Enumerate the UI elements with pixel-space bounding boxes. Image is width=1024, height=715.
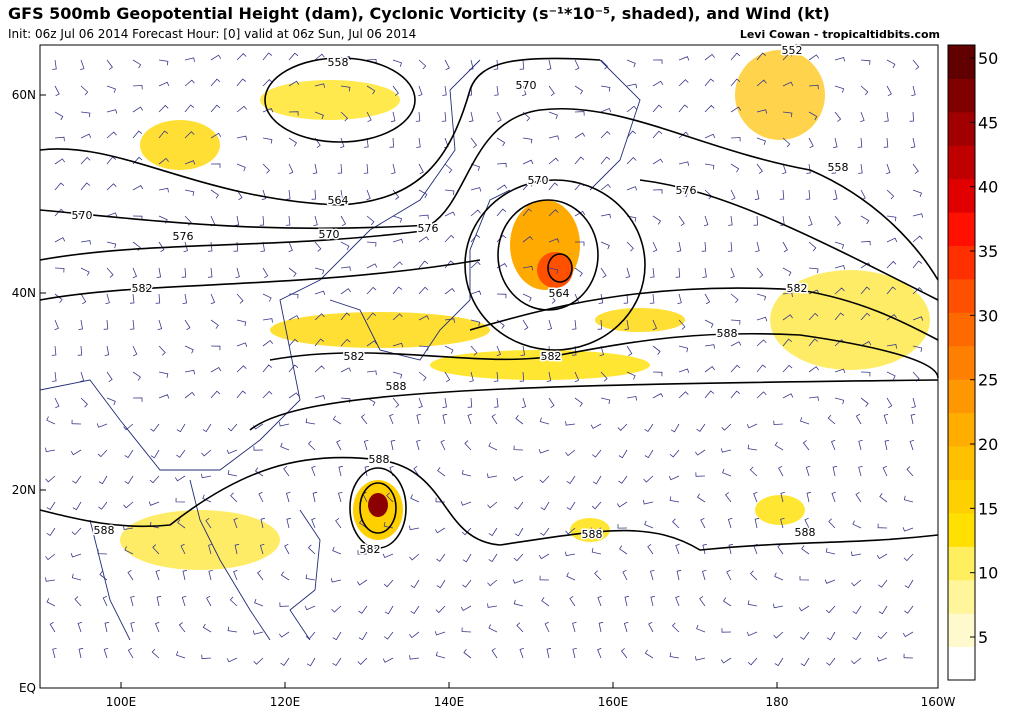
contour-label: 570: [319, 228, 340, 241]
colorbar-swatch: [948, 178, 975, 213]
colorbar-label: 45: [978, 113, 998, 132]
lon-label: 160E: [598, 695, 629, 709]
contour-label: 564: [549, 287, 570, 300]
colorbar-swatch: [948, 546, 975, 581]
contour-label: 582: [360, 543, 381, 556]
contour-label: 576: [676, 184, 697, 197]
colorbar-swatch: [948, 45, 975, 79]
colorbar-swatch: [948, 412, 975, 447]
colorbar: 5 10 15 20 25 30 35 40 45 50: [947, 44, 998, 681]
colorbar-swatch: [948, 512, 975, 547]
contour-label: 576: [173, 230, 194, 243]
contour-label: 588: [94, 524, 115, 537]
colorbar-label: 50: [978, 49, 998, 68]
contour-label: 582: [541, 350, 562, 363]
colorbar-swatch: [948, 278, 975, 313]
contour-label: 582: [344, 350, 365, 363]
lat-label: 40N: [12, 286, 36, 300]
colorbar-swatch: [948, 379, 975, 414]
colorbar-swatch: [948, 446, 975, 480]
contour-label: 588: [369, 453, 390, 466]
colorbar-swatch: [948, 145, 975, 180]
contour-label: 588: [582, 528, 603, 541]
contour-label: 564: [328, 194, 349, 207]
credit: Levi Cowan - tropicaltidbits.com: [740, 28, 940, 41]
contour-label: 570: [528, 174, 549, 187]
coastlines: [39, 59, 641, 641]
colorbar-swatch: [948, 212, 975, 247]
contour-label: 570: [72, 209, 93, 222]
colorbar-label: 25: [978, 371, 998, 390]
contour-labels: 558 552 570 570 564 570 576 576 570 576 564 558 582 5…: [70, 43, 850, 558]
contour-label: 582: [787, 282, 808, 295]
vorticity-shading: [120, 50, 930, 570]
contour-label: 588: [386, 380, 407, 393]
title: GFS 500mb Geopotential Height (dam), Cyc…: [8, 4, 830, 23]
lon-label: 140E: [434, 695, 465, 709]
contour-label: 576: [418, 222, 439, 235]
subtitle: Init: 06z Jul 06 2014 Forecast Hour: [0]…: [8, 27, 416, 41]
lon-label: 180: [766, 695, 789, 709]
colorbar-frame: [947, 44, 976, 681]
colorbar-label: 40: [978, 178, 998, 197]
lat-label: 60N: [12, 88, 36, 102]
colorbar-label: 20: [978, 435, 998, 454]
lat-label: EQ: [19, 681, 36, 695]
colorbar-swatch: [948, 345, 975, 380]
colorbar-swatch: [948, 646, 975, 681]
barb: [45, 52, 924, 667]
contour-label: 558: [828, 161, 849, 174]
lon-label: 160W: [921, 695, 956, 709]
colorbar-swatch: [948, 111, 975, 146]
contour-label: 588: [717, 327, 738, 340]
colorbar-swatch: [948, 613, 975, 648]
colorbar-swatch: [948, 579, 975, 614]
lon-label: 120E: [270, 695, 301, 709]
height-contours: [39, 57, 939, 551]
colorbar-label: 5: [978, 628, 988, 647]
lat-label: 20N: [12, 483, 36, 497]
contour-label: 552: [782, 44, 803, 57]
colorbar-swatch: [948, 312, 975, 347]
colorbar-label: 30: [978, 306, 998, 325]
contour-label: 558: [328, 56, 349, 69]
colorbar-swatch: [948, 78, 975, 113]
wind-barbs: [45, 52, 924, 667]
colorbar-label: 10: [978, 564, 998, 583]
lon-label: 100E: [106, 695, 137, 709]
colorbar-label: 15: [978, 499, 998, 518]
contour-label: 570: [516, 79, 537, 92]
contour-label: 582: [132, 282, 153, 295]
colorbar-label: 35: [978, 242, 998, 261]
colorbar-swatch: [948, 479, 975, 514]
contour-label: 588: [795, 526, 816, 539]
